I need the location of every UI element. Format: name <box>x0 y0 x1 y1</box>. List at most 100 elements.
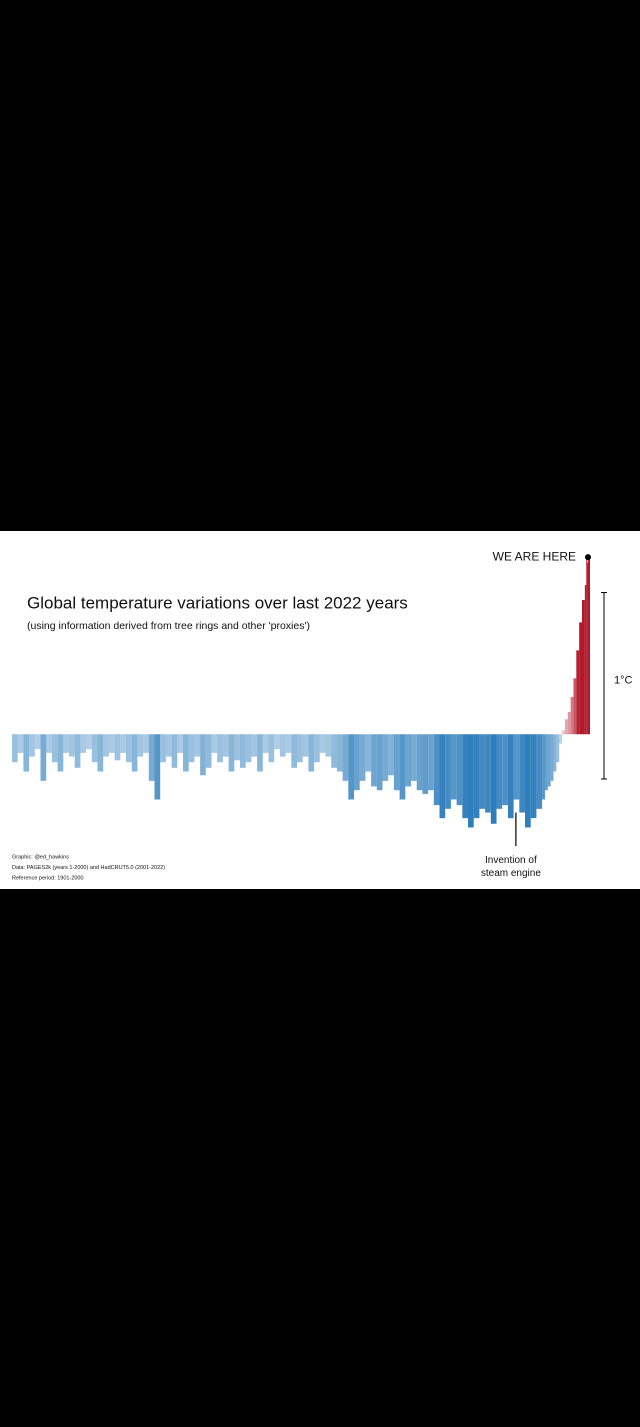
bar <box>12 734 18 763</box>
bar <box>171 734 178 768</box>
bar <box>114 734 121 761</box>
bar <box>550 734 554 781</box>
bar <box>336 734 343 772</box>
bar <box>507 734 514 819</box>
bar <box>200 734 206 776</box>
bar <box>393 734 400 791</box>
bar <box>331 734 337 768</box>
bar <box>542 734 545 800</box>
bar <box>485 734 491 813</box>
bar <box>584 585 587 735</box>
bar <box>371 734 377 787</box>
bar <box>544 734 548 791</box>
bar <box>422 734 429 794</box>
bar <box>137 734 144 757</box>
bar <box>405 734 412 787</box>
bar <box>348 734 355 800</box>
bar <box>462 734 469 819</box>
bar <box>240 734 246 768</box>
bar <box>29 734 35 757</box>
bar <box>285 734 292 753</box>
bar <box>365 734 372 772</box>
bar <box>297 734 303 763</box>
bar <box>177 734 184 753</box>
bar <box>525 734 531 828</box>
bar <box>291 734 298 768</box>
bar <box>268 734 275 763</box>
bar <box>228 734 235 772</box>
bar <box>262 734 269 753</box>
bar <box>536 734 543 809</box>
chart-title: Global temperature variations over last … <box>27 593 408 612</box>
bar <box>502 734 508 806</box>
bar <box>519 734 526 813</box>
bar <box>57 734 64 772</box>
bar <box>251 734 258 757</box>
bar <box>382 734 389 781</box>
bar <box>570 696 574 735</box>
bar <box>63 734 70 753</box>
bar <box>553 734 557 772</box>
bar <box>562 730 565 735</box>
bar <box>222 734 229 757</box>
bar <box>314 734 320 763</box>
bar <box>325 734 332 757</box>
bar <box>86 734 92 750</box>
credit: Graphic: @ed_hawkins <box>12 854 69 860</box>
bar <box>120 734 127 753</box>
marker-label: WE ARE HERE <box>493 549 576 563</box>
bar <box>34 734 41 750</box>
bar <box>165 734 172 757</box>
annotation-text: Invention of <box>485 855 537 866</box>
bar <box>217 734 223 763</box>
bar <box>587 562 589 735</box>
bar <box>582 599 585 735</box>
bar <box>579 622 583 735</box>
bar <box>319 734 326 753</box>
bar <box>205 734 212 768</box>
chart-subtitle: (using information derived from tree rin… <box>27 620 310 632</box>
bar <box>428 734 434 791</box>
bar <box>257 734 263 772</box>
chart-panel <box>0 531 640 889</box>
bar <box>456 734 463 806</box>
bar <box>308 734 315 772</box>
bar <box>376 734 383 791</box>
bar <box>573 678 577 735</box>
bar <box>131 734 138 772</box>
bar <box>564 719 568 735</box>
bar <box>354 734 360 791</box>
bar <box>40 734 47 781</box>
bar <box>234 734 241 761</box>
bar <box>279 734 286 757</box>
bar <box>46 734 52 753</box>
bar <box>69 734 75 757</box>
bar <box>399 734 406 800</box>
scale-label: 1°C <box>614 675 633 687</box>
bar <box>302 734 309 757</box>
bar <box>359 734 366 781</box>
bar <box>479 734 486 809</box>
bar <box>567 711 571 735</box>
bar <box>490 734 497 824</box>
bar <box>450 734 457 800</box>
bar <box>143 734 149 753</box>
bar <box>23 734 30 772</box>
credit: Reference period: 1901-2000 <box>12 875 84 881</box>
bar <box>245 734 252 763</box>
bar <box>154 734 161 800</box>
credit: Data: PAGES2k (years 1-2000) and HadCRUT… <box>12 865 165 871</box>
bar <box>559 734 563 744</box>
bar <box>108 734 115 753</box>
bar <box>74 734 81 768</box>
bar <box>160 734 166 763</box>
bar <box>530 734 537 819</box>
bar <box>411 734 417 781</box>
bar <box>80 734 87 753</box>
bar <box>416 734 423 791</box>
bar <box>188 734 195 763</box>
bar <box>183 734 189 772</box>
bar <box>342 734 349 781</box>
